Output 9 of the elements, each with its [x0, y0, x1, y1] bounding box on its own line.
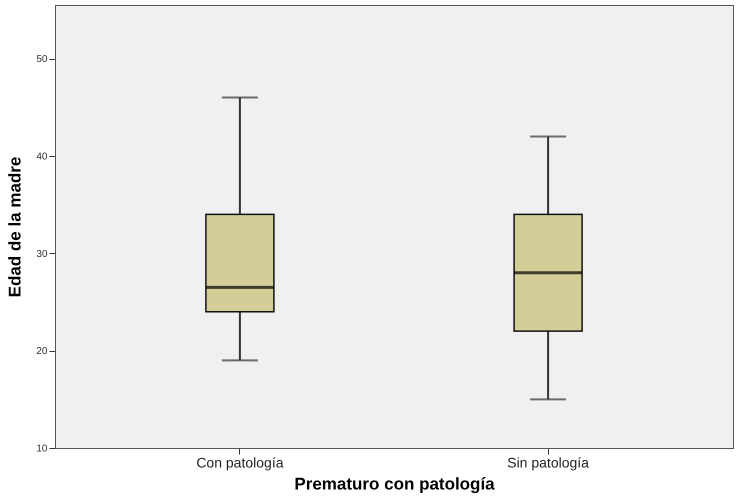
- y-tick-label: 20: [36, 346, 48, 358]
- y-axis-title: Edad de la madre: [5, 156, 24, 298]
- x-tick-label: Sin patología: [507, 454, 590, 470]
- y-tick-label: 50: [36, 54, 48, 66]
- y-tick-label: 30: [36, 248, 48, 260]
- y-tick-label: 10: [36, 444, 48, 454]
- y-tick-label: 40: [36, 151, 48, 162]
- x-axis-title: Prematuro con patología: [294, 474, 496, 494]
- x-tick-label: Con patología: [196, 454, 284, 470]
